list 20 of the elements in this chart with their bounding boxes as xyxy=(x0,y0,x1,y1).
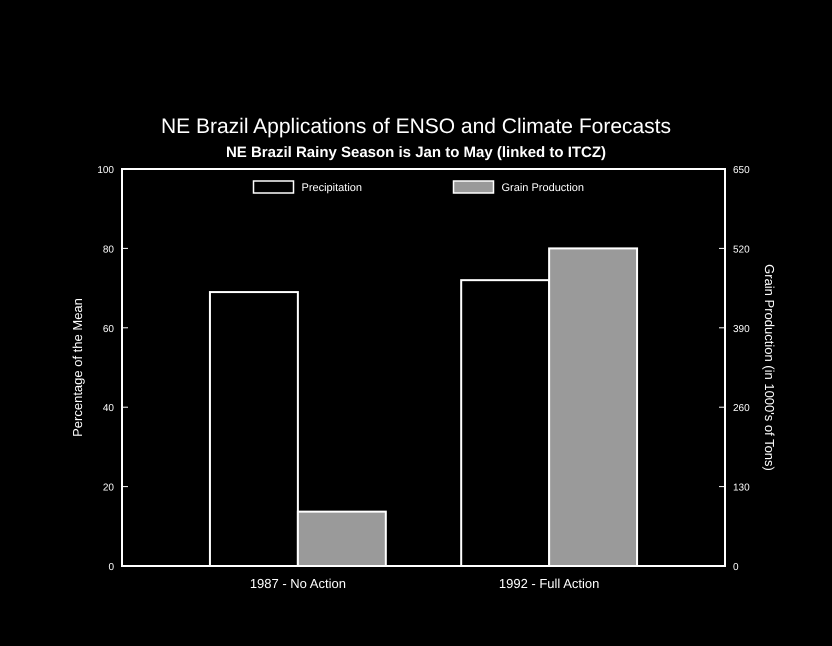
y-tick-label: 100 xyxy=(97,165,114,176)
y-tick-label: 40 xyxy=(102,403,114,414)
legend-label: Grain Production xyxy=(502,182,584,194)
chart-subtitle: NE Brazil Rainy Season is Jan to May (linked to ITCZ) xyxy=(226,144,606,161)
x-tick-label: 1992 - Full Action xyxy=(498,576,600,591)
legend-label: Precipitation xyxy=(302,182,362,194)
y2-tick-label: 520 xyxy=(733,244,750,256)
y-tick-label: 0 xyxy=(108,562,114,573)
y2-tick-label: 0 xyxy=(733,562,739,573)
y2-axis-title: Grain Production (in 1000's of Tons) xyxy=(762,264,777,471)
y2-tick-label: 390 xyxy=(733,324,750,335)
chart-title: NE Brazil Applications of ENSO and Climate Forecasts xyxy=(160,115,672,138)
y-axis-title: Percentage of the Mean xyxy=(70,298,85,437)
y-tick-label: 80 xyxy=(102,244,114,256)
y2-tick-label: 650 xyxy=(733,165,750,176)
x-tick-label: 1987 - No Action xyxy=(250,576,346,591)
y-tick-label: 20 xyxy=(102,482,114,494)
y2-tick-label: 260 xyxy=(733,403,750,414)
y-tick-label: 60 xyxy=(102,324,114,335)
y2-tick-label: 130 xyxy=(733,482,750,494)
